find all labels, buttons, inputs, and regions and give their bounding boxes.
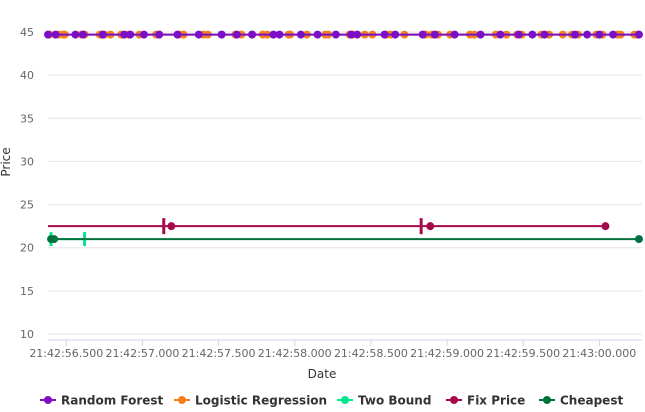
legend-symbol-marker	[450, 396, 458, 404]
y-tick-label: 30	[20, 155, 34, 168]
y-tick-label: 20	[20, 242, 34, 255]
data-point	[155, 30, 164, 39]
y-tick-label: 10	[20, 328, 34, 341]
data-point	[50, 235, 59, 244]
x-tick-label: 21:42:57.500	[182, 347, 256, 360]
y-axis-title: Price	[0, 147, 13, 176]
data-point	[353, 30, 362, 39]
data-point	[430, 30, 439, 39]
data-point	[313, 30, 322, 39]
data-point	[167, 222, 176, 231]
grid	[48, 31, 642, 335]
legend-item-two-bound[interactable]: Two Bound	[337, 394, 431, 408]
series-cheapest	[47, 235, 643, 244]
legend-item-fix-price[interactable]: Fix Price	[446, 394, 525, 408]
series-random-forest	[44, 30, 643, 39]
data-point	[634, 235, 643, 244]
x-axis-title: Date	[308, 367, 337, 381]
data-point	[514, 30, 523, 39]
x-tick-label: 21:42:57.000	[105, 347, 179, 360]
data-point	[595, 30, 604, 39]
data-point	[126, 30, 135, 39]
data-point	[601, 222, 610, 231]
series-fix-price	[48, 218, 610, 235]
data-point	[496, 30, 505, 39]
data-point	[634, 30, 643, 39]
legend-symbol-marker	[44, 396, 52, 404]
data-point	[275, 30, 284, 39]
x-tick-label: 21:42:56.500	[29, 347, 103, 360]
legend-symbol-marker	[543, 396, 551, 404]
data-point	[391, 30, 400, 39]
data-point	[71, 30, 80, 39]
y-tick-label: 35	[20, 112, 34, 125]
data-point	[450, 30, 459, 39]
y-tick-label: 40	[20, 69, 34, 82]
x-tick-label: 21:42:58.500	[334, 347, 408, 360]
legend: Random Forest Logistic Regression Two Boun…	[40, 394, 623, 408]
data-point	[248, 30, 257, 39]
data-point	[51, 30, 60, 39]
legend-label: Fix Price	[467, 394, 525, 408]
legend-item-logistic-regression[interactable]: Logistic Regression	[174, 394, 327, 408]
data-point	[173, 30, 182, 39]
data-point	[296, 30, 305, 39]
data-point	[380, 30, 389, 39]
data-point	[476, 30, 485, 39]
data-point	[540, 30, 549, 39]
y-tick-label: 45	[20, 26, 34, 39]
legend-item-cheapest[interactable]: Cheapest	[539, 394, 623, 408]
x-axis: 21:42:56.500 21:42:57.000 21:42:57.500 21:4…	[29, 339, 642, 360]
legend-label: Two Bound	[358, 394, 431, 408]
legend-symbol-marker	[178, 396, 186, 404]
data-point	[331, 30, 340, 39]
legend-label: Random Forest	[61, 394, 164, 408]
y-tick-label: 15	[20, 285, 34, 298]
legend-symbol-marker	[341, 396, 349, 404]
data-point	[426, 222, 435, 231]
y-tick-label: 25	[20, 199, 34, 212]
legend-item-random-forest[interactable]: Random Forest	[40, 394, 164, 408]
x-tick-label: 21:42:59.000	[410, 347, 484, 360]
legend-label: Cheapest	[560, 394, 623, 408]
data-point	[232, 30, 241, 39]
data-point	[269, 30, 278, 39]
x-tick-label: 21:42:58.000	[258, 347, 332, 360]
y-axis: 10 15 20 25 30 35 40 45	[20, 26, 34, 341]
data-point	[609, 30, 618, 39]
data-point	[44, 30, 52, 39]
data-point	[79, 30, 88, 39]
data-point	[120, 30, 129, 39]
data-point	[570, 30, 579, 39]
x-tick-label: 21:43:00.000	[562, 347, 636, 360]
plot-series	[44, 30, 643, 247]
data-point	[528, 30, 537, 39]
data-point	[347, 30, 356, 39]
data-point	[583, 30, 592, 39]
legend-label: Logistic Regression	[195, 394, 327, 408]
data-point	[139, 30, 148, 39]
x-tick-label: 21:42:59.500	[486, 347, 560, 360]
data-point	[217, 30, 226, 39]
data-point	[194, 30, 203, 39]
data-point	[98, 30, 107, 39]
data-point	[418, 30, 427, 39]
